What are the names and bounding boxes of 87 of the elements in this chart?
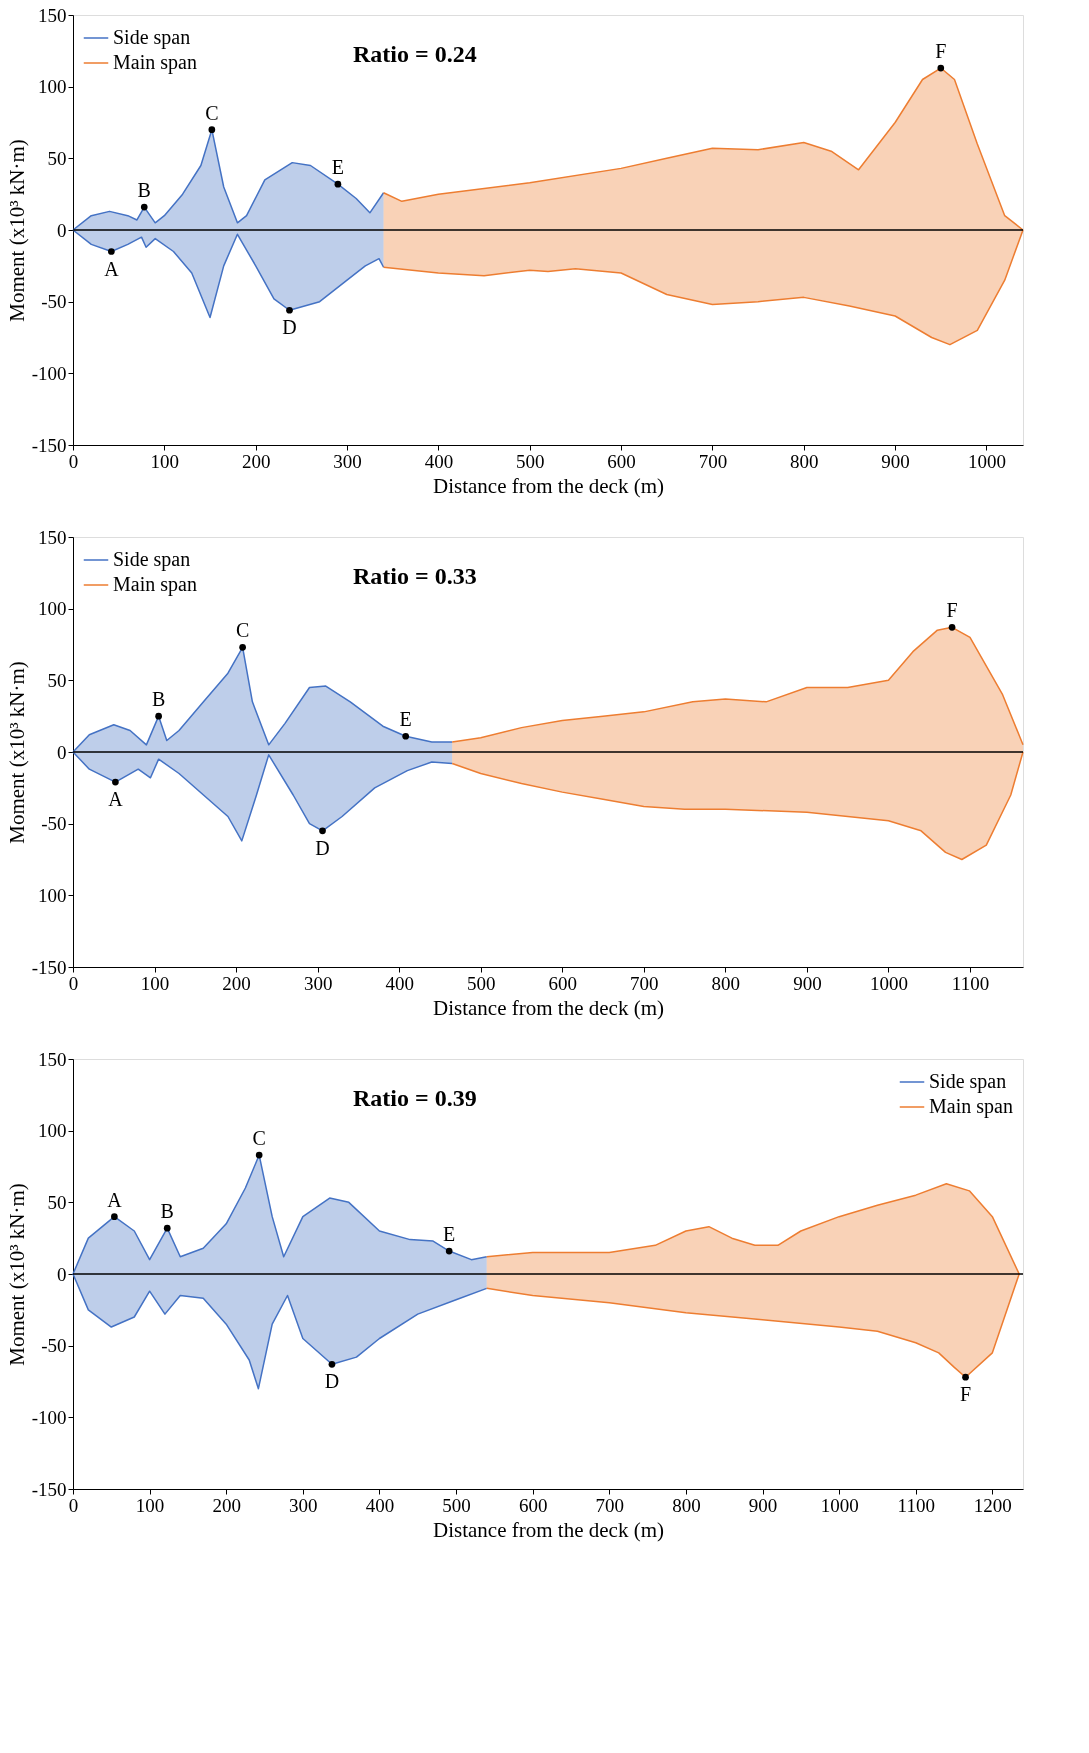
legend-label: Side span <box>113 26 191 49</box>
y-tick-label: 100 <box>38 884 67 906</box>
annotation: D <box>315 836 330 859</box>
annotation: A <box>104 257 120 280</box>
x-axis-title: Distance from the deck (m) <box>433 473 664 498</box>
legend-label: Side span <box>113 548 191 571</box>
x-axis-title: Distance from the deck (m) <box>433 995 664 1020</box>
x-tick-label: 200 <box>212 1494 241 1516</box>
y-tick-label: 150 <box>38 1048 67 1070</box>
annotation: Ratio = 0.24 <box>353 41 477 67</box>
x-tick-label: 900 <box>793 972 822 994</box>
annotation: A <box>108 788 124 811</box>
x-tick-label: 300 <box>289 1494 318 1516</box>
legend-label: Main span <box>113 573 197 596</box>
x-tick-label: 600 <box>607 450 636 472</box>
x-tick-label: 700 <box>595 1494 625 1516</box>
annotation: F <box>959 1383 972 1406</box>
y-tick-label: 100 <box>38 1120 67 1142</box>
y-tick-label: -100 <box>31 362 67 384</box>
x-tick-label: 900 <box>881 450 910 472</box>
x-tick-label: 200 <box>241 450 271 472</box>
x-tick-label: 700 <box>630 972 659 994</box>
x-tick-label: 800 <box>790 450 819 472</box>
y-tick-label: 50 <box>47 1191 67 1213</box>
x-tick-label: 1000 <box>820 1494 859 1516</box>
y-tick-label: 0 <box>57 1263 67 1285</box>
annotation: B <box>137 179 151 202</box>
y-axis-title: Moment (x10³ kN·m) <box>4 1183 29 1366</box>
x-tick-label: 900 <box>748 1494 778 1516</box>
annotation: C <box>252 1127 266 1150</box>
y-tick-label: 100 <box>38 76 67 98</box>
x-tick-label: 1100 <box>951 972 990 994</box>
x-tick-label: 400 <box>424 450 454 472</box>
y-tick-label: -50 <box>41 291 67 313</box>
annotation: C <box>205 101 219 124</box>
x-tick-label: 1000 <box>869 972 908 994</box>
x-tick-label: 100 <box>140 972 170 994</box>
annotation: E <box>443 1223 456 1246</box>
y-axis-title: Moment (x10³ kN·m) <box>4 139 29 322</box>
x-tick-label: 600 <box>548 972 578 994</box>
annotation: E <box>331 156 345 179</box>
x-tick-label: 100 <box>135 1494 165 1516</box>
annotation: F <box>935 40 947 63</box>
annotation: F <box>946 599 958 622</box>
legend-label: Main span <box>929 1095 1013 1118</box>
y-tick-label: 50 <box>47 147 67 169</box>
annotation: D <box>282 316 297 339</box>
y-tick-label: 0 <box>57 741 67 763</box>
y-tick-label: 0 <box>57 219 67 241</box>
x-tick-label: 1000 <box>967 450 1006 472</box>
y-tick-label: -50 <box>41 813 67 835</box>
annotation: B <box>160 1200 174 1223</box>
x-tick-label: 1100 <box>897 1494 935 1516</box>
x-tick-label: 500 <box>515 450 545 472</box>
x-tick-label: 800 <box>711 972 741 994</box>
annotation: C <box>235 619 250 642</box>
legend-label: Side span <box>929 1070 1007 1093</box>
x-tick-label: 800 <box>672 1494 701 1516</box>
x-tick-label: 500 <box>442 1494 471 1516</box>
x-tick-label: 600 <box>518 1494 548 1516</box>
x-axis-title: Distance from the deck (m) <box>433 1517 664 1542</box>
x-tick-label: 400 <box>385 972 414 994</box>
y-tick-label: 100 <box>38 598 67 620</box>
x-tick-label: 400 <box>365 1494 395 1516</box>
x-tick-label: 100 <box>150 450 180 472</box>
annotation: E <box>399 708 412 731</box>
y-tick-label: -50 <box>41 1335 67 1357</box>
y-tick-label: -150 <box>31 956 67 978</box>
y-tick-label: 50 <box>47 669 67 691</box>
annotation: Ratio = 0.39 <box>353 1085 477 1111</box>
x-tick-label: 500 <box>466 972 496 994</box>
y-tick-label: -150 <box>31 1478 67 1500</box>
annotation: Ratio = 0.33 <box>353 563 477 589</box>
y-axis-title: Moment (x10³ kN·m) <box>4 661 29 844</box>
y-tick-label: -100 <box>31 1406 67 1428</box>
x-tick-label: 700 <box>698 450 728 472</box>
annotation: A <box>107 1188 123 1211</box>
x-tick-label: 200 <box>222 972 251 994</box>
legend-label: Main span <box>113 51 197 74</box>
y-tick-label: 150 <box>38 526 67 548</box>
annotation: B <box>151 688 166 711</box>
x-tick-label: 300 <box>303 972 333 994</box>
x-tick-label: 1200 <box>973 1494 1012 1516</box>
y-tick-label: -150 <box>31 434 67 456</box>
x-tick-label: 300 <box>333 450 362 472</box>
annotation: D <box>324 1370 340 1393</box>
y-tick-label: 150 <box>38 4 67 26</box>
